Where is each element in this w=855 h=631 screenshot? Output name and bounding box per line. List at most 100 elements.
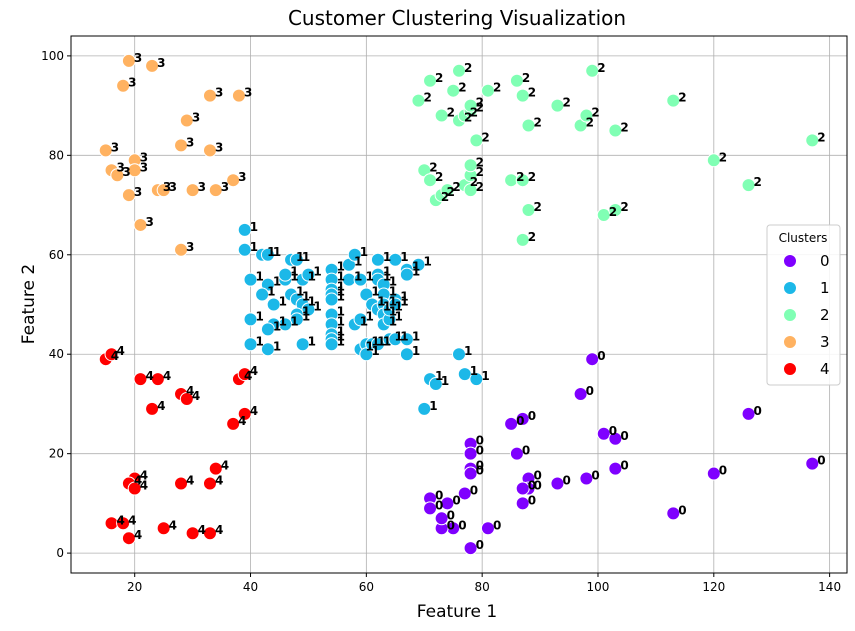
point-label: 1: [389, 295, 397, 309]
point-label: 0: [620, 429, 628, 443]
scatter-point-cluster-4: [202, 476, 217, 491]
point-label: 3: [221, 180, 229, 194]
point-label: 2: [435, 71, 443, 85]
scatter-point-cluster-2: [579, 108, 594, 123]
scatter-point-cluster-1: [289, 312, 304, 327]
scatter-point-cluster-3: [121, 188, 136, 203]
point-label: 1: [366, 309, 374, 323]
scatter-point-cluster-1: [301, 267, 316, 282]
point-label: 4: [163, 369, 171, 383]
scatter-point-cluster-1: [237, 222, 252, 237]
scatter-point-cluster-1: [399, 347, 414, 362]
point-label: 2: [441, 190, 449, 204]
scatter-point-cluster-4: [150, 372, 165, 387]
point-label: 4: [117, 513, 125, 527]
scatter-point-cluster-3: [133, 217, 148, 232]
point-label: 1: [377, 295, 385, 309]
point-label: 2: [528, 86, 536, 100]
point-label: 2: [447, 106, 455, 120]
point-label: 2: [609, 205, 617, 219]
point-label: 3: [163, 180, 171, 194]
point-label: 1: [256, 334, 264, 348]
point-label: 1: [337, 334, 345, 348]
point-label: 2: [435, 170, 443, 184]
scatter-point-cluster-0: [480, 521, 495, 536]
point-label: 4: [134, 528, 142, 542]
data-points: [98, 53, 820, 556]
scatter-point-cluster-1: [289, 252, 304, 267]
point-label: 1: [481, 369, 489, 383]
scatter-point-cluster-2: [423, 73, 438, 88]
point-label: 1: [308, 334, 316, 348]
point-label: 1: [470, 364, 478, 378]
scatter-point-cluster-3: [98, 143, 113, 158]
scatter-point-cluster-2: [521, 203, 536, 218]
point-label: 1: [354, 255, 362, 269]
scatter-point-cluster-4: [145, 401, 160, 416]
scatter-point-cluster-1: [399, 332, 414, 347]
scatter-point-cluster-0: [515, 496, 530, 511]
x-tick-label: 40: [243, 580, 258, 594]
scatter-point-cluster-0: [423, 501, 438, 516]
point-label: 1: [464, 344, 472, 358]
point-label: 0: [493, 518, 501, 532]
scatter-point-cluster-1: [411, 257, 426, 272]
point-label: 3: [157, 56, 165, 70]
scatter-point-cluster-1: [452, 347, 466, 362]
scatter-point-cluster-0: [550, 476, 565, 491]
point-label: 2: [476, 96, 484, 110]
point-label: 1: [371, 285, 379, 299]
scatter-point-cluster-1: [347, 247, 362, 262]
scatter-point-cluster-0: [666, 506, 681, 521]
point-label: 1: [412, 260, 420, 274]
point-label: 3: [198, 180, 206, 194]
scatter-point-cluster-1: [428, 377, 443, 392]
point-label: 0: [533, 478, 541, 492]
point-label: 1: [308, 295, 316, 309]
point-label: 4: [198, 523, 206, 537]
y-tick-label: 80: [49, 148, 64, 162]
point-label: 2: [464, 61, 472, 75]
point-label: 1: [412, 344, 420, 358]
point-label: 1: [412, 329, 420, 343]
point-label: 1: [412, 265, 420, 279]
scatter-point-cluster-0: [585, 352, 600, 367]
point-label: 1: [250, 240, 258, 254]
scatter-point-cluster-1: [243, 337, 258, 352]
scatter-point-cluster-1: [324, 292, 339, 307]
point-label: 1: [337, 290, 345, 304]
scatter-point-cluster-3: [179, 113, 194, 128]
scatter-point-cluster-0: [457, 486, 472, 501]
point-label: 0: [447, 508, 455, 522]
point-label: 1: [429, 399, 437, 413]
scatter-point-cluster-2: [440, 183, 455, 198]
point-label: 1: [296, 250, 304, 264]
scatter-point-cluster-2: [463, 158, 478, 173]
scatter-point-cluster-3: [110, 168, 125, 183]
point-label: 1: [337, 270, 345, 284]
scatter-point-cluster-2: [515, 88, 530, 103]
scatter-point-cluster-1: [237, 242, 252, 257]
point-label: 1: [267, 245, 275, 259]
point-label: 1: [313, 299, 321, 313]
legend-marker-cluster-2: [783, 308, 797, 322]
point-label: 2: [476, 165, 484, 179]
point-label: 1: [256, 270, 264, 284]
point-label: 1: [400, 250, 408, 264]
point-label: 2: [481, 130, 489, 144]
point-label: 4: [140, 469, 148, 483]
point-label: 0: [562, 474, 570, 488]
point-label: 2: [817, 130, 825, 144]
scatter-point-cluster-3: [174, 138, 189, 153]
scatter-point-cluster-0: [434, 511, 449, 526]
scatter-point-cluster-4: [208, 461, 223, 476]
point-label: 4: [221, 459, 229, 473]
point-label: 4: [192, 389, 200, 403]
point-label: 0: [719, 464, 727, 478]
scatter-point-cluster-2: [463, 183, 478, 198]
x-tick-label: 100: [587, 580, 610, 594]
point-label: 3: [215, 86, 223, 100]
scatter-point-cluster-0: [515, 411, 530, 426]
point-label: 2: [464, 111, 472, 125]
